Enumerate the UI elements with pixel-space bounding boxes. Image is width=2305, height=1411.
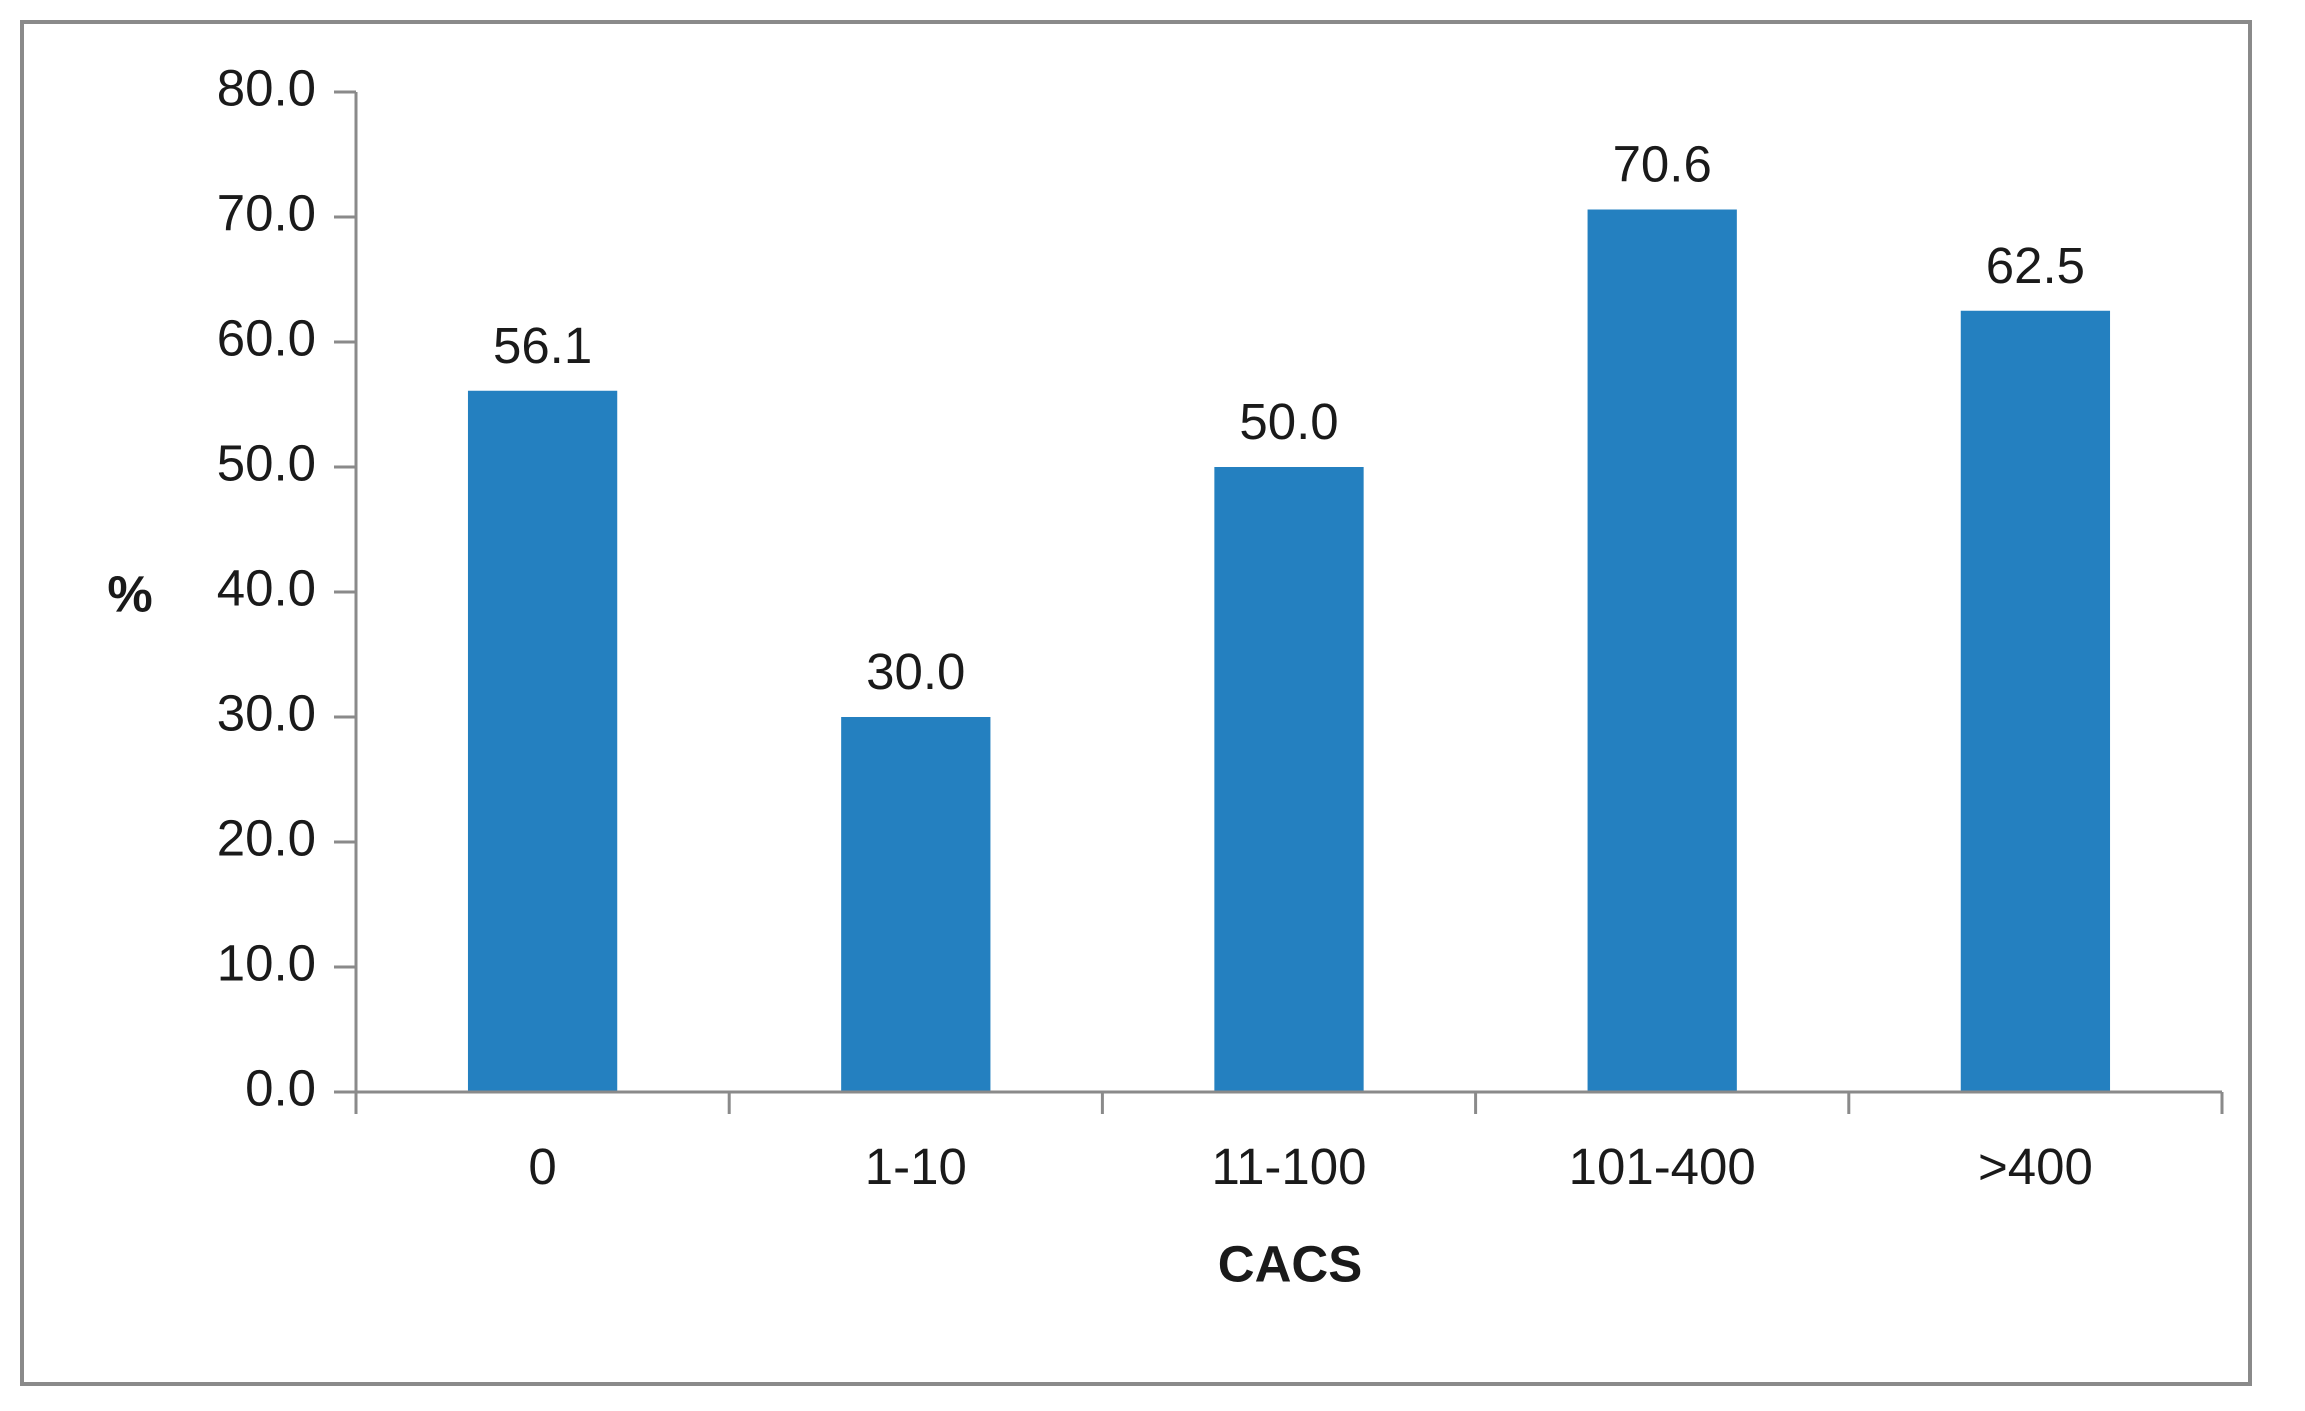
y-axis-title: % — [107, 565, 152, 622]
bar — [1214, 467, 1364, 1092]
data-label: 50.0 — [1239, 393, 1338, 450]
bar — [841, 717, 991, 1092]
x-axis-title: CACS — [1218, 1235, 1363, 1292]
labels-layer: 56.1 0 30.0 1-10 50.0 11-100 70.6 101-400 62.5 >4… — [217, 59, 2093, 1195]
chart-border — [20, 20, 2252, 1386]
x-tick-label: 11-100 — [1211, 1138, 1366, 1195]
y-tick-label: 20.0 — [217, 809, 316, 866]
bar — [467, 390, 618, 1092]
bar — [1960, 310, 2111, 1092]
x-tick-label: 0 — [528, 1138, 556, 1195]
y-tick-label: 70.0 — [217, 184, 316, 241]
y-tick-label: 10.0 — [217, 934, 316, 991]
bar — [1587, 209, 1737, 1092]
x-tick-label: >400 — [1978, 1138, 2093, 1195]
axes-layer — [334, 90, 2224, 1114]
bars-layer — [467, 209, 2111, 1092]
y-tick-label: 40.0 — [217, 559, 316, 616]
x-tick-label: 1-10 — [865, 1138, 967, 1195]
y-tick-label: 30.0 — [217, 684, 316, 741]
data-label: 30.0 — [866, 643, 965, 700]
x-tick-label: 101-400 — [1569, 1138, 1756, 1195]
data-label: 56.1 — [493, 317, 592, 374]
y-tick-label: 60.0 — [217, 309, 316, 366]
y-tick-label: 50.0 — [217, 434, 316, 491]
data-label: 62.5 — [1986, 237, 2085, 294]
y-tick-label: 80.0 — [217, 59, 316, 116]
y-tick-label: 0.0 — [245, 1059, 316, 1116]
data-label: 70.6 — [1613, 136, 1712, 193]
